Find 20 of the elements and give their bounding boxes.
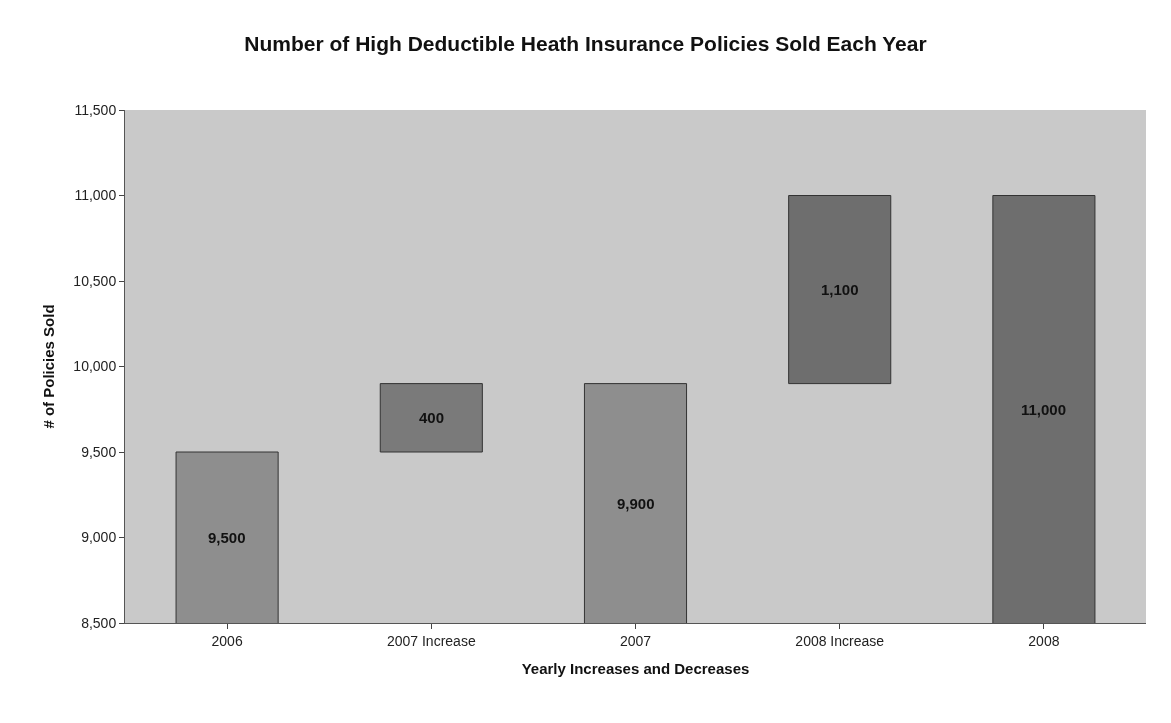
x-tick-label: 2008 Increase: [795, 632, 885, 649]
y-tick-label: 9,000: [81, 529, 117, 546]
y-tick-label: 9,500: [81, 443, 117, 460]
x-tick-label: 2008: [1028, 632, 1060, 649]
x-tick-label: 2006: [211, 632, 243, 649]
y-tick-label: 10,500: [73, 272, 117, 289]
data-label: 9,900: [617, 495, 655, 512]
x-tick-label: 2007: [619, 632, 652, 649]
data-label: 1,100: [821, 281, 859, 298]
y-tick-label: 11,500: [74, 101, 117, 118]
y-axis-title: # of Policies Sold: [39, 304, 57, 429]
data-label: 9,500: [208, 529, 246, 546]
y-tick-label: 11,000: [74, 187, 117, 204]
y-tick-label: 8,500: [81, 614, 117, 631]
y-tick-label: 10,000: [73, 358, 117, 375]
x-tick-label: 2007 Increase: [386, 632, 476, 649]
data-label: 400: [419, 409, 445, 426]
x-axis-title: Yearly Increases and Decreases: [521, 659, 750, 677]
chart-title: Number of High Deductible Heath Insurance Policies Sold Each Year: [244, 31, 927, 55]
data-label: 11,000: [1021, 401, 1067, 418]
